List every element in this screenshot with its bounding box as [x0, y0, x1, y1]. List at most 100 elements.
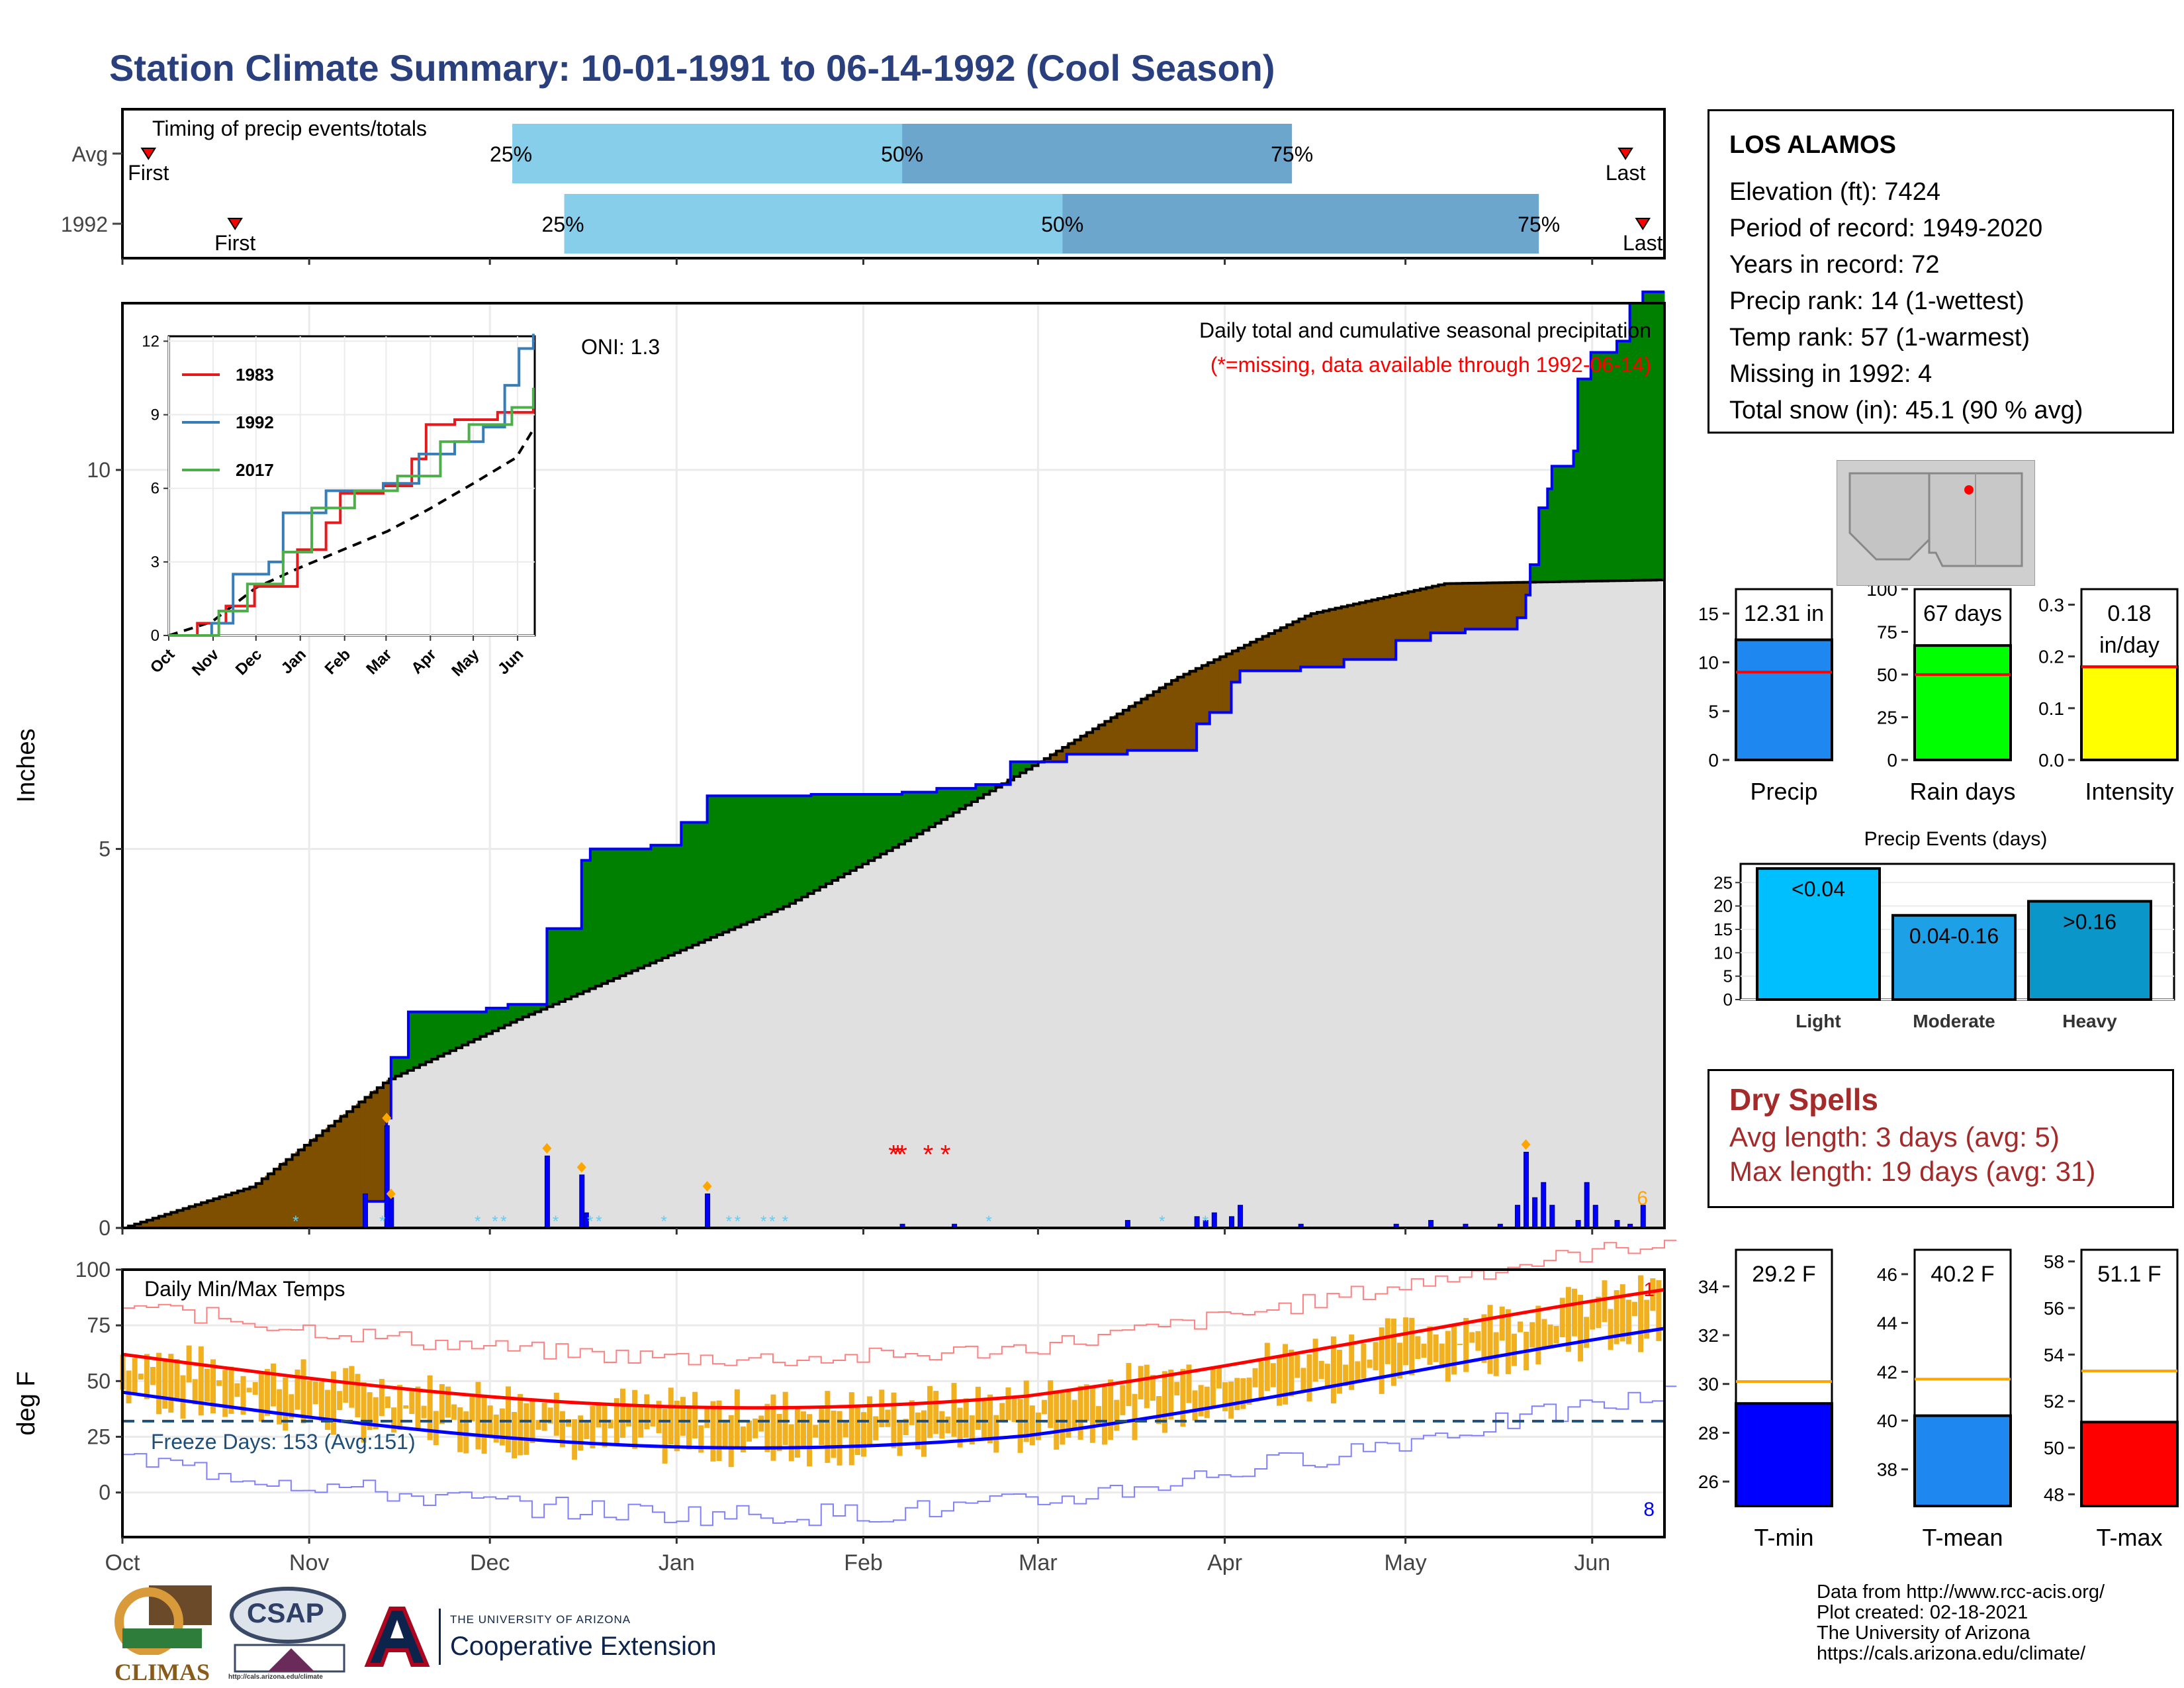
mini-value-label: 67 days	[1923, 601, 2002, 626]
temp-daily-bar	[1565, 1287, 1571, 1352]
temp-daily-bar	[144, 1354, 150, 1399]
temp-daily-bar	[295, 1369, 300, 1410]
temp-daily-bar	[1439, 1343, 1445, 1369]
temp-daily-bar	[1077, 1385, 1083, 1440]
temp-daily-bar	[662, 1409, 668, 1464]
station-line: Elevation (ft): 7424	[1729, 178, 1940, 206]
temp-daily-bar	[1451, 1324, 1457, 1375]
temp-daily-bar	[1246, 1378, 1252, 1405]
events-ytick-label: 15	[1713, 919, 1733, 939]
events-ytick-label: 20	[1713, 896, 1733, 916]
mini-ytick-label: 54	[2044, 1344, 2064, 1365]
inset-ytick-label: 3	[151, 553, 159, 571]
temp-daily-bar	[1349, 1334, 1355, 1390]
normal-tmin-line	[122, 1327, 1665, 1450]
inset-ytick-label: 12	[142, 332, 159, 350]
temp-daily-bar	[126, 1370, 132, 1403]
temp-daily-bar	[897, 1421, 903, 1456]
snow-marker: *	[769, 1213, 775, 1231]
temp-daily-bar	[1192, 1390, 1198, 1421]
timing-last-marker	[1617, 148, 1633, 160]
events-ytick-label: 5	[1723, 966, 1733, 986]
temp-daily-bar	[343, 1368, 349, 1403]
temp-daily-bar	[957, 1407, 963, 1448]
timing-first-marker	[227, 218, 243, 230]
temp-daily-bar	[1234, 1378, 1240, 1411]
temp-daily-bar	[825, 1391, 831, 1463]
events-bar-label: 0.04-0.16	[1909, 924, 1999, 948]
mini-value-label: 12.31 in	[1744, 601, 1824, 626]
temp-daily-bar	[1427, 1326, 1433, 1365]
temp-daily-bar	[421, 1405, 427, 1419]
temp-daily-bar	[837, 1411, 842, 1466]
temp-daily-bar	[686, 1407, 692, 1450]
temp-daily-bar	[403, 1405, 409, 1409]
inset-series-line	[169, 407, 535, 637]
temp-daily-bar	[379, 1379, 385, 1417]
mini-ytick-label: 56	[2044, 1298, 2064, 1319]
temp-ylabel: deg F	[13, 1371, 40, 1435]
temp-daily-bar	[1126, 1363, 1132, 1407]
temp-daily-bar	[481, 1396, 487, 1454]
temp-daily-bar	[240, 1376, 246, 1415]
daily-precip-bar	[1229, 1216, 1235, 1229]
temp-daily-bar	[1493, 1332, 1499, 1376]
temp-daily-bar	[475, 1382, 481, 1450]
events-bar	[1891, 914, 2017, 1002]
mini-ytick-label: 10	[1698, 653, 1719, 673]
current-line	[122, 290, 1664, 1229]
temp-daily-bar	[1337, 1350, 1343, 1394]
temp-daily-bar	[1060, 1392, 1066, 1445]
dry-spells-title: Dry Spells	[1729, 1082, 1878, 1117]
temp-daily-bar	[493, 1415, 499, 1443]
temp-daily-bar	[873, 1416, 879, 1440]
mini-ytick-label: 0	[1887, 750, 1897, 771]
precip-ytick-label: 5	[99, 837, 111, 861]
temp-daily-bar	[1559, 1297, 1565, 1338]
temp-ytick-label: 100	[75, 1258, 111, 1282]
mini-ytick-label: 44	[1877, 1313, 1897, 1334]
temp-daily-bar	[1186, 1364, 1192, 1403]
temp-daily-bar	[306, 1380, 312, 1418]
daily-precip-bar	[1524, 1151, 1529, 1229]
daily-precip-bar	[1194, 1216, 1200, 1229]
temp-daily-bar	[349, 1366, 355, 1408]
temp-daily-bar	[945, 1416, 951, 1434]
temp-daily-bar	[969, 1415, 975, 1445]
temp-daily-bar	[271, 1363, 277, 1407]
temp-daily-bar	[1318, 1360, 1324, 1380]
month-label: Dec	[470, 1550, 510, 1575]
timing-row-label: 1992	[61, 212, 108, 236]
temp-daily-bar	[535, 1420, 541, 1430]
timing-last-label: Last	[1623, 231, 1663, 255]
temp-daily-bar	[867, 1396, 873, 1446]
events-ytick-label: 25	[1713, 872, 1733, 892]
csap-emblem-icon	[230, 1587, 346, 1673]
temp-daily-bar	[1083, 1384, 1089, 1421]
temp-daily-bar	[1590, 1301, 1596, 1330]
temp-daily-bar	[584, 1422, 590, 1439]
temp-ytick-label: 25	[87, 1425, 111, 1449]
mini-ytick-label: 50	[1877, 665, 1897, 685]
heavy-event-marker	[382, 1112, 392, 1123]
snow-marker: *	[985, 1213, 991, 1231]
climas-logo: CLIMAS	[109, 1582, 215, 1685]
mini-ytick-label: 26	[1698, 1472, 1719, 1492]
temp-daily-bar	[692, 1391, 698, 1438]
temp-daily-bar	[734, 1389, 740, 1448]
temp-daily-bar	[1132, 1393, 1138, 1440]
temp-daily-bar	[1367, 1359, 1373, 1368]
dry-spells-box: Dry Spells Avg length: 3 days (avg: 5) M…	[1707, 1069, 2174, 1208]
inset-series-line	[169, 334, 535, 637]
snow-marker: *	[735, 1213, 741, 1231]
temp-daily-bar	[1373, 1342, 1379, 1371]
temp-daily-bar	[1361, 1343, 1367, 1379]
temp-daily-bar	[1390, 1318, 1396, 1386]
mini-ytick-label: 0.1	[2038, 698, 2064, 719]
mini-value-label: 0.18	[2107, 601, 2151, 626]
temp-daily-bar	[1023, 1380, 1029, 1442]
temp-daily-bar	[234, 1383, 240, 1397]
temp-daily-bar	[553, 1392, 559, 1436]
mini-ytick-label: 28	[1698, 1423, 1719, 1443]
temp-ytick-label: 75	[87, 1313, 111, 1337]
